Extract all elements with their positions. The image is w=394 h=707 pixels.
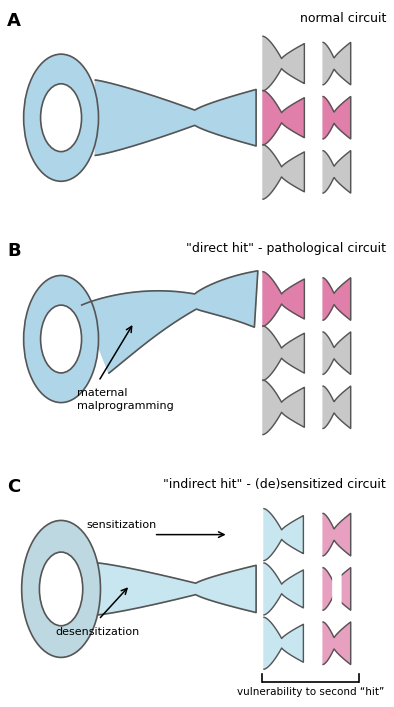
Text: A: A bbox=[7, 12, 21, 30]
Polygon shape bbox=[323, 332, 351, 374]
Polygon shape bbox=[323, 568, 351, 610]
Polygon shape bbox=[95, 80, 256, 156]
Text: "direct hit" - pathological circuit: "direct hit" - pathological circuit bbox=[186, 243, 386, 255]
Ellipse shape bbox=[24, 54, 98, 181]
Ellipse shape bbox=[41, 305, 82, 373]
Ellipse shape bbox=[22, 520, 100, 658]
Polygon shape bbox=[263, 144, 304, 199]
Polygon shape bbox=[323, 42, 351, 85]
Polygon shape bbox=[323, 151, 351, 193]
Text: desensitization: desensitization bbox=[55, 626, 139, 637]
Ellipse shape bbox=[41, 84, 82, 151]
Ellipse shape bbox=[24, 276, 98, 402]
FancyBboxPatch shape bbox=[332, 568, 342, 610]
Polygon shape bbox=[263, 326, 304, 380]
Polygon shape bbox=[263, 271, 304, 327]
Text: "indirect hit" - (de)sensitized circuit: "indirect hit" - (de)sensitized circuit bbox=[164, 478, 386, 491]
Polygon shape bbox=[82, 271, 258, 373]
Polygon shape bbox=[264, 563, 303, 615]
Polygon shape bbox=[323, 97, 351, 139]
Polygon shape bbox=[263, 380, 304, 435]
Polygon shape bbox=[98, 563, 256, 615]
Polygon shape bbox=[323, 622, 351, 665]
Polygon shape bbox=[264, 508, 303, 561]
Text: sensitization: sensitization bbox=[87, 520, 157, 530]
Text: B: B bbox=[7, 243, 21, 260]
Text: maternal
malprogramming: maternal malprogramming bbox=[77, 388, 174, 411]
Polygon shape bbox=[323, 278, 351, 320]
Text: normal circuit: normal circuit bbox=[300, 12, 386, 25]
Polygon shape bbox=[323, 386, 351, 428]
Ellipse shape bbox=[39, 552, 83, 626]
Polygon shape bbox=[264, 617, 303, 670]
Text: vulnerability to second “hit”: vulnerability to second “hit” bbox=[237, 687, 384, 697]
Text: C: C bbox=[7, 478, 20, 496]
Polygon shape bbox=[263, 90, 304, 145]
Polygon shape bbox=[323, 513, 351, 556]
Polygon shape bbox=[263, 36, 304, 91]
